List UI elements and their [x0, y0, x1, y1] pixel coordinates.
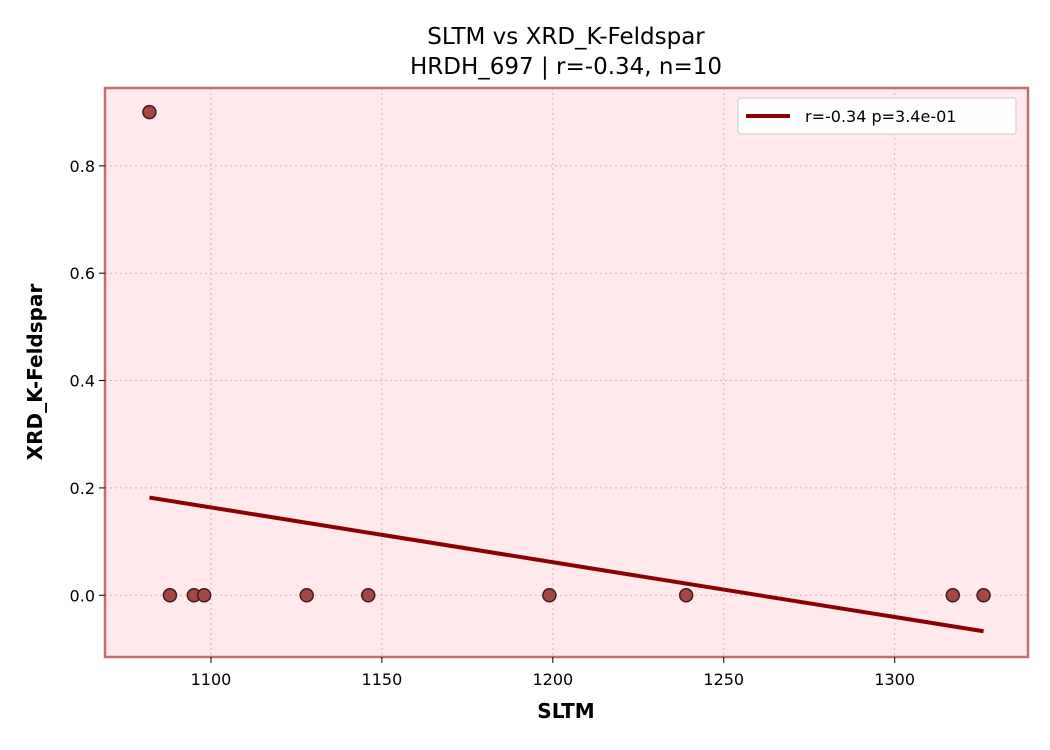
legend-box [737, 97, 1017, 135]
x-tick-label: 1200 [532, 670, 573, 689]
data-point [360, 588, 376, 603]
y-axis-label: XRD_K-Feldspar [23, 284, 47, 461]
y-tick-label: 0.8 [70, 157, 95, 176]
data-point [678, 588, 694, 603]
data-point [542, 588, 557, 603]
regression-line [149, 495, 984, 634]
grid [105, 88, 1028, 657]
plot-frame [103, 86, 1030, 659]
x-tick-label: 1300 [874, 670, 915, 689]
data-point [162, 588, 178, 603]
legend: r=-0.34 p=3.4e-01 [737, 97, 1017, 135]
data-point [299, 588, 314, 603]
y-tick-label: 0.6 [70, 264, 95, 283]
y-axis-ticks: 0.0 0.2 0.4 0.6 0.8 [70, 157, 105, 605]
chart-title: SLTM vs XRD_K-Feldspar [427, 24, 705, 50]
x-axis-label: SLTM [537, 699, 594, 723]
fit-line-layer [149, 495, 984, 634]
data-point [196, 588, 212, 603]
y-tick-label: 0.0 [70, 586, 95, 605]
x-tick-label: 1150 [362, 670, 403, 689]
data-points [142, 104, 991, 603]
chart-subtitle: HRDH_697 | r=-0.34, n=10 [410, 54, 722, 80]
y-tick-label: 0.2 [70, 479, 95, 498]
y-tick-label: 0.4 [70, 372, 95, 391]
plot-area [105, 88, 1028, 657]
data-point [976, 588, 991, 603]
data-point [142, 104, 157, 120]
x-tick-label: 1250 [703, 670, 744, 689]
x-tick-label: 1100 [191, 670, 232, 689]
x-axis-ticks: 1100 1150 1200 1250 1300 [191, 657, 915, 689]
legend-label: r=-0.34 p=3.4e-01 [805, 107, 956, 126]
data-point [945, 588, 961, 603]
